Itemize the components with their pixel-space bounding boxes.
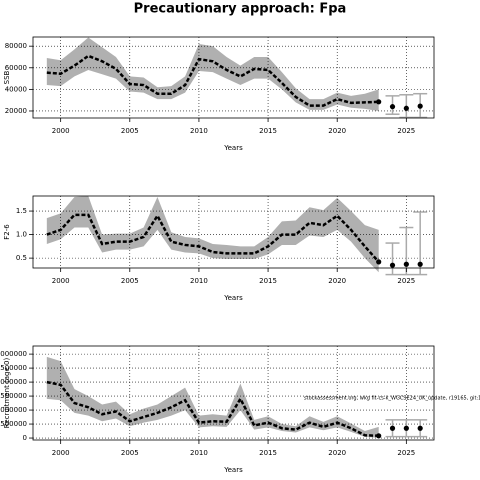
y-axis-label: F2-6 xyxy=(3,224,11,240)
y-tick-label: 0 xyxy=(23,434,27,442)
forecast-point xyxy=(417,425,423,431)
plot-frame xyxy=(32,345,435,441)
forecast-point xyxy=(403,105,409,111)
x-tick-label: 2025 xyxy=(397,277,415,285)
annotation: stockassessment.org, wkg fit-cs-k_WGCSE2… xyxy=(304,396,480,402)
last-point xyxy=(376,99,382,105)
chart-title: Precautionary approach: Fpa xyxy=(134,2,347,17)
y-tick-label: 500000 xyxy=(0,420,27,428)
x-tick-label: 2020 xyxy=(328,127,346,135)
x-tick-label: 2015 xyxy=(259,277,277,285)
confidence-band xyxy=(46,356,379,438)
y-tick-label: 20000 xyxy=(5,107,27,115)
forecast-point xyxy=(417,261,423,267)
y-axis-label: SSB xyxy=(3,70,11,84)
forecast-point xyxy=(389,104,396,110)
x-tick-label: 2015 xyxy=(259,127,277,135)
y-tick-label: 2000000 xyxy=(0,378,27,386)
x-tick-label: 2025 xyxy=(397,127,415,135)
plot-frame xyxy=(32,36,435,119)
forecast-point xyxy=(403,261,409,267)
y-tick-label: 60000 xyxy=(5,64,27,72)
confidence-band xyxy=(46,37,379,111)
x-axis-label: Years xyxy=(223,466,243,474)
last-point xyxy=(376,259,382,265)
confidence-band xyxy=(46,196,379,273)
y-axis-label: Recruitment (age 0) xyxy=(3,358,11,429)
x-tick-label: 2005 xyxy=(121,449,139,457)
x-tick-label: 2005 xyxy=(121,277,139,285)
y-tick-label: 40000 xyxy=(5,85,27,93)
x-tick-label: 2010 xyxy=(190,449,208,457)
last-point xyxy=(376,433,382,439)
x-tick-label: 2015 xyxy=(259,449,277,457)
x-tick-label: 2000 xyxy=(52,449,70,457)
x-axis-label: Years xyxy=(223,294,243,302)
forecast-point xyxy=(417,103,423,109)
x-tick-label: 2025 xyxy=(397,449,415,457)
x-tick-label: 2010 xyxy=(190,127,208,135)
estimate-line xyxy=(46,213,380,263)
y-tick-label: 0.5 xyxy=(16,254,27,262)
x-axis-label: Years xyxy=(223,144,243,152)
plot-frame xyxy=(32,195,435,269)
x-tick-label: 2005 xyxy=(121,127,139,135)
y-tick-label: 2500000 xyxy=(0,364,27,372)
x-tick-label: 2000 xyxy=(52,127,70,135)
forecast-point xyxy=(389,262,396,268)
y-tick-label: 1.0 xyxy=(16,231,27,239)
x-tick-label: 2020 xyxy=(328,277,346,285)
x-tick-label: 2010 xyxy=(190,277,208,285)
x-tick-label: 2020 xyxy=(328,449,346,457)
y-tick-label: 1500000 xyxy=(0,392,27,400)
y-tick-label: 1.5 xyxy=(16,207,27,215)
x-tick-label: 2000 xyxy=(52,277,70,285)
y-tick-label: 3000000 xyxy=(0,350,27,358)
estimate-line xyxy=(46,54,379,107)
y-tick-label: 80000 xyxy=(5,42,27,50)
estimate-line xyxy=(46,380,379,438)
forecast-point xyxy=(403,425,409,431)
forecast-point xyxy=(389,425,396,431)
y-tick-label: 1000000 xyxy=(0,406,27,414)
